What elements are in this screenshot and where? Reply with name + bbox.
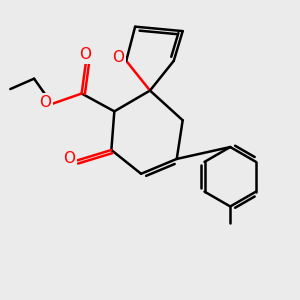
Text: O: O (63, 152, 75, 166)
Text: O: O (112, 50, 124, 65)
Text: O: O (80, 47, 92, 62)
Text: O: O (39, 95, 51, 110)
